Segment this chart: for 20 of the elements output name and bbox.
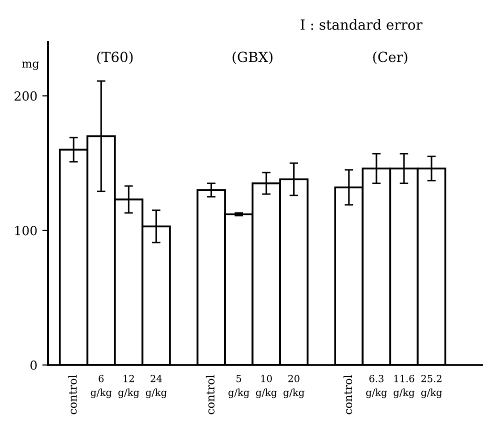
- x-tick-label: 24 g/kg: [146, 374, 167, 398]
- text: I : standard error: [300, 19, 422, 30]
- annotation: (GBX): [232, 51, 272, 64]
- x-tick-label: 11.6 g/kg: [394, 374, 415, 398]
- annotation: (Cer): [373, 51, 408, 64]
- x-tick-label: 20 g/kg: [284, 374, 304, 398]
- x-tick-label: 6.3 g/kg: [366, 374, 387, 398]
- x-tick-label: control: [344, 375, 352, 414]
- y-tick-label: 100: [15, 226, 37, 236]
- x-tick-label: 10 g/kg: [256, 374, 277, 398]
- y-tick-label: 200: [14, 91, 37, 101]
- x-tick-label: control: [206, 375, 214, 414]
- x-tick-label: 6 g/kg: [90, 374, 112, 398]
- y-axis-title: mg: [22, 62, 39, 70]
- x-tick-label: control: [68, 375, 77, 414]
- annotation: (T60): [97, 51, 133, 64]
- x-tick-label: 5 g/kg: [228, 374, 250, 398]
- x-tick-label: 12 g/kg: [118, 374, 140, 398]
- y-tick-label: 0: [30, 360, 37, 370]
- x-tick-label: 25.2 g/kg: [421, 374, 442, 398]
